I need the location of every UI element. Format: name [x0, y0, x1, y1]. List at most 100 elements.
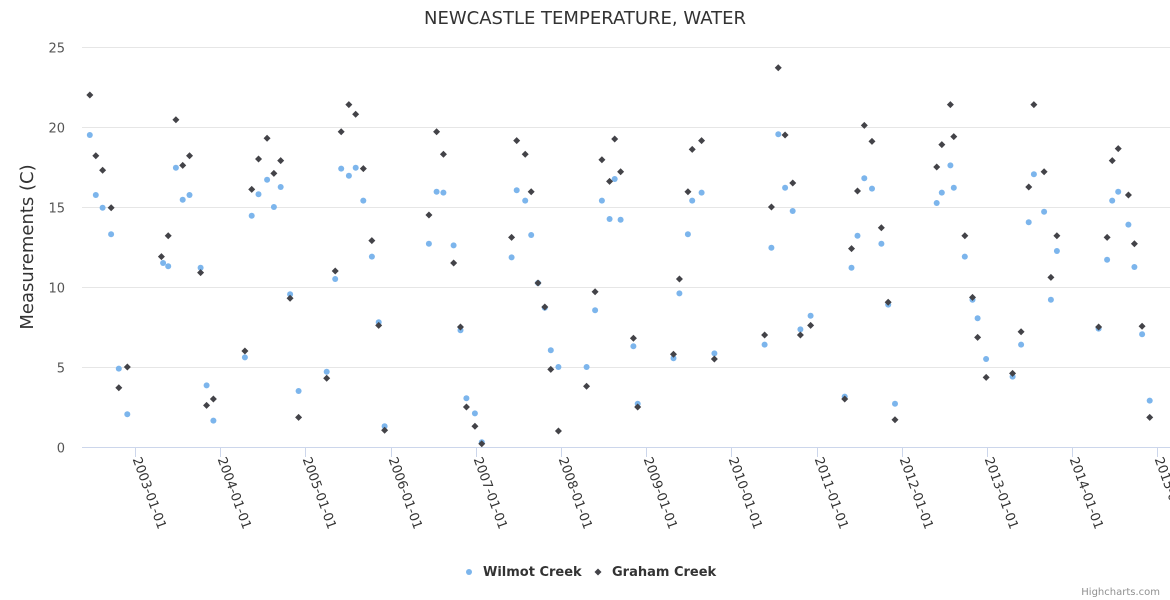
- data-point[interactable]: [860, 121, 868, 129]
- data-point[interactable]: [583, 364, 590, 370]
- data-point[interactable]: [209, 395, 217, 403]
- data-point[interactable]: [521, 150, 529, 158]
- data-point[interactable]: [508, 254, 515, 261]
- data-point[interactable]: [974, 333, 982, 341]
- data-point[interactable]: [606, 216, 613, 222]
- data-point[interactable]: [86, 91, 94, 99]
- data-point[interactable]: [848, 264, 855, 271]
- data-point[interactable]: [598, 156, 606, 164]
- data-point[interactable]: [286, 294, 294, 302]
- data-point[interactable]: [1025, 183, 1033, 191]
- data-point[interactable]: [172, 116, 180, 124]
- data-point[interactable]: [255, 155, 263, 163]
- data-point[interactable]: [186, 192, 193, 198]
- data-point[interactable]: [352, 164, 359, 171]
- data-point[interactable]: [547, 365, 555, 373]
- data-point[interactable]: [433, 188, 440, 195]
- data-point[interactable]: [947, 162, 954, 169]
- data-point[interactable]: [617, 216, 624, 223]
- data-point[interactable]: [775, 131, 782, 138]
- data-point[interactable]: [767, 203, 775, 211]
- data-point[interactable]: [433, 128, 441, 136]
- data-point[interactable]: [210, 417, 217, 424]
- data-point[interactable]: [796, 331, 804, 339]
- data-point[interactable]: [425, 211, 433, 219]
- data-point[interactable]: [1146, 397, 1153, 404]
- data-point[interactable]: [456, 323, 464, 331]
- data-point[interactable]: [861, 175, 868, 182]
- data-point[interactable]: [1030, 171, 1037, 178]
- data-point[interactable]: [1017, 328, 1025, 336]
- data-point[interactable]: [675, 275, 683, 283]
- data-point[interactable]: [375, 321, 383, 329]
- data-point[interactable]: [1040, 168, 1048, 176]
- data-point[interactable]: [848, 245, 856, 253]
- data-point[interactable]: [263, 134, 271, 142]
- data-point[interactable]: [541, 303, 549, 311]
- legend-item-wilmot-creek[interactable]: Wilmot Creek: [466, 565, 582, 580]
- data-point[interactable]: [345, 101, 353, 109]
- data-point[interactable]: [884, 298, 892, 306]
- data-point[interactable]: [630, 343, 637, 350]
- data-point[interactable]: [92, 192, 99, 198]
- data-point[interactable]: [1125, 221, 1132, 228]
- data-point[interactable]: [611, 135, 619, 143]
- data-point[interactable]: [478, 440, 486, 448]
- data-point[interactable]: [164, 232, 172, 240]
- data-point[interactable]: [974, 315, 981, 322]
- data-point[interactable]: [950, 133, 958, 141]
- data-point[interactable]: [157, 253, 165, 261]
- data-point[interactable]: [277, 157, 285, 165]
- data-point[interactable]: [1131, 264, 1138, 270]
- data-point[interactable]: [1041, 208, 1048, 215]
- data-point[interactable]: [450, 242, 457, 249]
- data-point[interactable]: [698, 189, 705, 196]
- data-point[interactable]: [107, 204, 115, 212]
- data-point[interactable]: [186, 152, 194, 160]
- data-point[interactable]: [1095, 323, 1103, 331]
- data-point[interactable]: [92, 152, 100, 160]
- data-point[interactable]: [255, 191, 262, 198]
- credits-link[interactable]: Highcharts.com: [1081, 587, 1160, 598]
- data-point[interactable]: [241, 354, 248, 361]
- data-point[interactable]: [368, 253, 375, 260]
- data-point[interactable]: [689, 197, 696, 204]
- data-point[interactable]: [634, 403, 642, 411]
- data-point[interactable]: [797, 326, 804, 333]
- data-point[interactable]: [165, 263, 172, 270]
- data-point[interactable]: [203, 401, 211, 409]
- data-point[interactable]: [854, 232, 861, 239]
- data-point[interactable]: [938, 189, 945, 196]
- data-point[interactable]: [248, 212, 255, 219]
- data-point[interactable]: [1109, 197, 1116, 204]
- data-point[interactable]: [869, 185, 875, 192]
- data-point[interactable]: [782, 184, 789, 191]
- data-point[interactable]: [698, 137, 706, 145]
- data-point[interactable]: [323, 368, 330, 375]
- data-point[interactable]: [617, 168, 625, 176]
- data-point[interactable]: [789, 208, 796, 214]
- data-point[interactable]: [197, 269, 205, 277]
- data-point[interactable]: [933, 200, 940, 206]
- data-point[interactable]: [669, 350, 677, 358]
- data-point[interactable]: [961, 232, 969, 240]
- data-point[interactable]: [108, 231, 115, 238]
- data-point[interactable]: [86, 132, 93, 138]
- data-point[interactable]: [203, 382, 210, 389]
- data-point[interactable]: [295, 413, 303, 421]
- data-point[interactable]: [807, 321, 815, 329]
- data-point[interactable]: [684, 231, 691, 238]
- data-point[interactable]: [688, 145, 696, 153]
- data-point[interactable]: [554, 427, 562, 435]
- data-point[interactable]: [598, 197, 605, 204]
- legend-label-wilmot-creek[interactable]: Wilmot Creek: [483, 565, 582, 580]
- data-point[interactable]: [513, 137, 521, 145]
- data-point[interactable]: [197, 264, 204, 271]
- data-point[interactable]: [463, 395, 470, 402]
- data-point[interactable]: [241, 347, 249, 355]
- data-point[interactable]: [969, 293, 977, 301]
- data-point[interactable]: [761, 341, 768, 348]
- data-point[interactable]: [264, 176, 271, 183]
- data-point[interactable]: [338, 165, 345, 172]
- data-point[interactable]: [961, 253, 968, 260]
